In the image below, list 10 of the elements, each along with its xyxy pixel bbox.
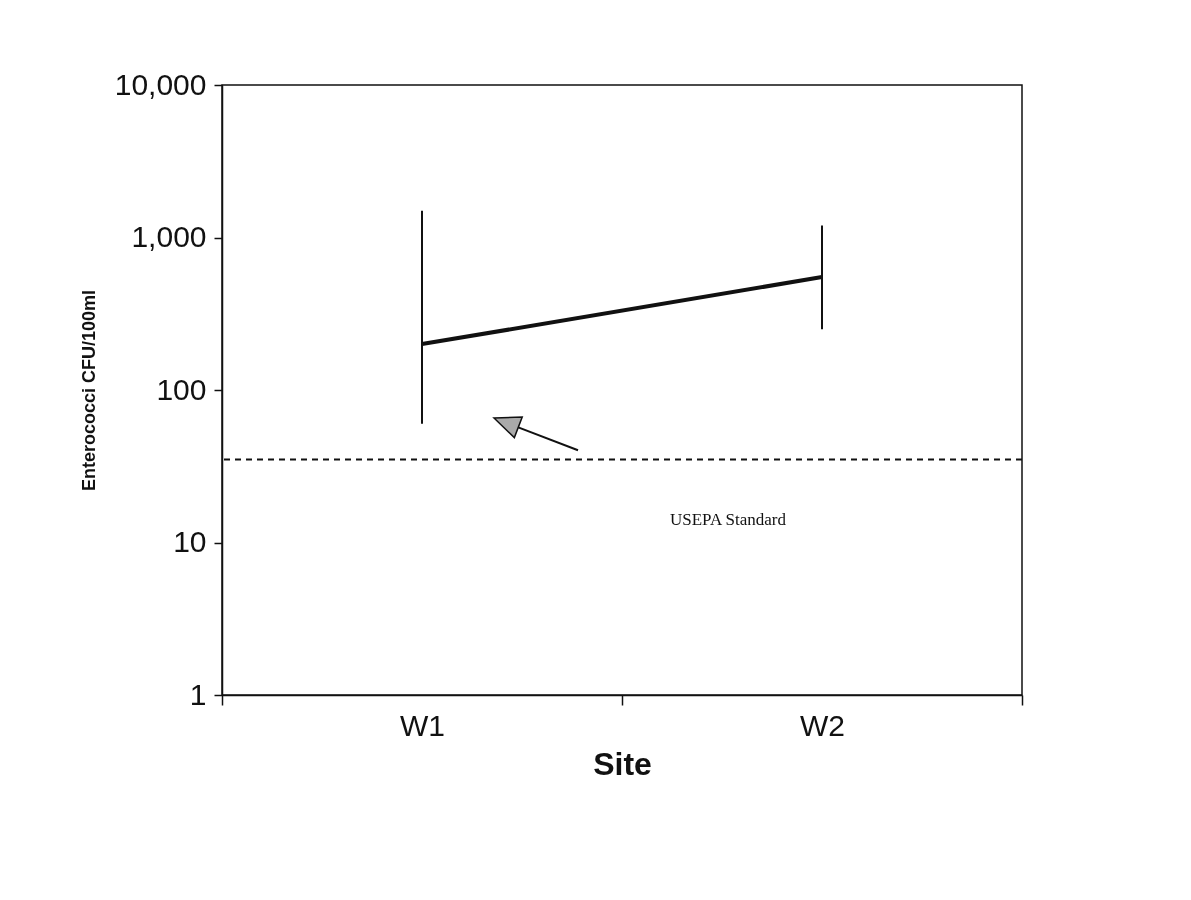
y-tick-label: 1,000 bbox=[131, 220, 207, 253]
y-tick-label: 100 bbox=[156, 372, 207, 406]
x-axis-title: Site bbox=[593, 745, 652, 782]
y-tick-label: 10,000 bbox=[114, 67, 207, 101]
x-tick-label: W2 bbox=[800, 708, 845, 742]
y-tick-label: 1 bbox=[189, 677, 207, 711]
x-tick-label: W1 bbox=[400, 708, 445, 742]
y-tick-label: 10 bbox=[173, 525, 207, 558]
ref-line-label: USEPA Standard bbox=[670, 510, 787, 530]
y-axis-title: Enterococci CFU/100ml bbox=[78, 289, 99, 492]
